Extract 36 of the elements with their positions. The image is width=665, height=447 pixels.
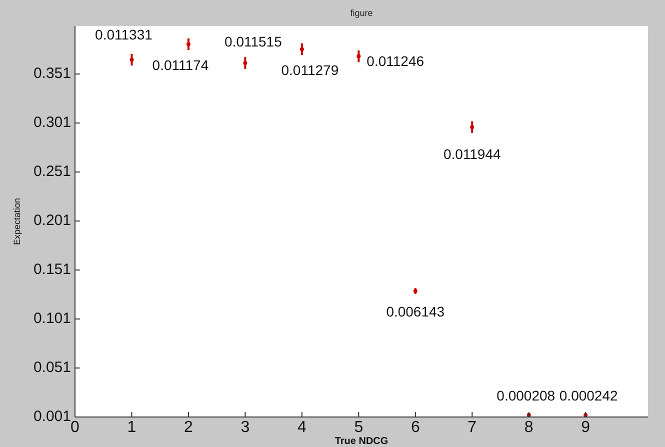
y-tick-label: 0.051	[33, 358, 71, 376]
chart-title: figure	[350, 8, 373, 18]
point	[470, 125, 474, 130]
annotation: 0.011515	[224, 34, 282, 50]
x-tick-label: 8	[524, 419, 534, 436]
annotation: 0.011331	[95, 26, 153, 42]
x-tick-label: 4	[297, 419, 306, 436]
x-tick-label: 1	[127, 419, 136, 436]
y-tick-label: 0.251	[33, 162, 71, 180]
annotation: 0.011174	[152, 56, 209, 73]
x-axis-title: True NDCG	[334, 436, 388, 447]
x-tick-label: 9	[581, 419, 590, 436]
y-tick-label: 0.201	[33, 212, 71, 229]
x-tick-label: 5	[354, 419, 364, 436]
y-tick-label: 0.351	[33, 64, 71, 82]
point	[130, 58, 134, 62]
y-tick-label: 0.151	[33, 260, 71, 278]
annotation: 0.000242	[559, 388, 618, 404]
point	[243, 61, 248, 66]
x-tick-label: 7	[468, 419, 477, 436]
x-tick-label: 3	[240, 419, 250, 436]
point	[300, 47, 304, 52]
annotation: 0.011246	[366, 52, 424, 69]
point	[186, 42, 190, 46]
y-tick-label: 0.301	[33, 114, 71, 131]
annotation: 0.011944	[443, 146, 502, 162]
y-axis-title: Expectation	[12, 198, 22, 246]
x-tick-label: 6	[410, 419, 420, 436]
annotation: 0.000208	[496, 388, 556, 404]
annotation: 0.011279	[281, 62, 339, 78]
x-tick-label: 2	[184, 419, 194, 436]
x-tick-label: 0	[70, 419, 80, 436]
y-tick-label: 0.001	[33, 408, 71, 425]
y-tick-label: 0.101	[33, 310, 71, 327]
annotation: 0.006143	[386, 304, 445, 320]
point	[356, 54, 361, 58]
